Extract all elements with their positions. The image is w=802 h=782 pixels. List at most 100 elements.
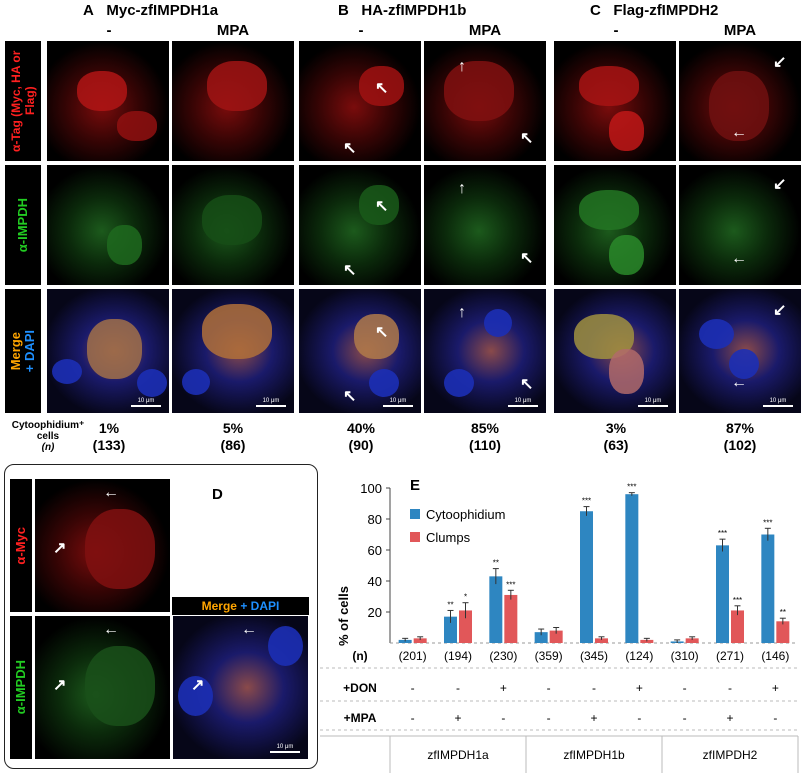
- row-label-tag: α-Tag (Myc, HA or Flag): [4, 40, 42, 162]
- bar-cytoophidium: [534, 632, 548, 643]
- micrograph-a-merge-untreated: 10 μm: [46, 288, 170, 414]
- scale-label: 10 μm: [644, 398, 662, 404]
- micrograph-a-tag-untreated: [46, 40, 170, 162]
- table-don-value: -: [547, 681, 551, 695]
- bar-clumps: [549, 630, 563, 643]
- stats-row-label: Cytoophidium⁺ cells (n): [2, 420, 94, 453]
- legend-swatch-cytoophidium: [410, 509, 420, 519]
- condition-label: -: [613, 22, 619, 39]
- table-mpa-value: -: [773, 711, 777, 725]
- significance-label: ***: [733, 596, 742, 605]
- table-mpa-value: -: [637, 711, 641, 725]
- micrograph-c-tag-mpa: ↙ ←: [678, 40, 802, 162]
- micrograph-a-tag-mpa: [171, 40, 295, 162]
- arrow-icon: ↗: [191, 677, 205, 694]
- table-n-value: (345): [580, 649, 608, 663]
- table-don-label: +DON: [343, 681, 377, 695]
- significance-label: **: [493, 559, 499, 568]
- row-label-merge: Merge + DAPI: [4, 288, 42, 414]
- scale-label: 10 μm: [262, 398, 280, 404]
- table-don-value: -: [456, 681, 460, 695]
- significance-label: *: [464, 593, 467, 602]
- stats-label: Cytoophidium⁺ cells: [11, 420, 85, 442]
- table-n-value: (310): [671, 649, 699, 663]
- y-tick-label: 40: [368, 574, 382, 589]
- bar-clumps: [776, 621, 790, 643]
- arrow-icon: ↖: [520, 376, 534, 393]
- table-n-value: (146): [761, 649, 789, 663]
- panel-d-box: [4, 464, 318, 769]
- micrograph-d-impdh: ← ↗: [34, 615, 171, 760]
- table-n-label: (n): [352, 649, 367, 663]
- legend-label-clumps: Clumps: [426, 530, 471, 545]
- legend-label-cytoophidium: Cytoophidium: [426, 507, 506, 522]
- bar-clumps: [504, 594, 518, 643]
- scale-bar: [508, 405, 538, 407]
- axes: 20 40 60 80 100: [360, 481, 798, 644]
- arrow-icon: ←: [731, 250, 747, 267]
- header-b-title: HA-zfIMPDH1b: [361, 2, 467, 19]
- stat-cell: 87% (102): [723, 420, 757, 453]
- y-tick-label: 80: [368, 512, 382, 527]
- table-n-value: (359): [535, 649, 563, 663]
- arrow-icon: ↙: [773, 176, 787, 193]
- bar-clumps: [685, 638, 699, 643]
- condition-label: MPA: [723, 22, 757, 39]
- significance-label: **: [447, 600, 453, 609]
- bar-clumps: [731, 610, 744, 643]
- bar-cytoophidium: [761, 534, 775, 643]
- panel-d-myc-label: α-Myc: [9, 478, 33, 613]
- condition-label: -: [358, 22, 364, 39]
- arrow-icon: ←: [731, 124, 747, 141]
- micrograph-b-merge-untreated: ↖ ↖ 10 μm: [298, 288, 422, 414]
- micrograph-b-tag-mpa: ↑ ↖: [423, 40, 547, 162]
- significance-label: ***: [582, 497, 591, 506]
- micrograph-d-myc: ← ↗: [34, 478, 171, 613]
- group-label: zfIMPDH2: [703, 748, 758, 762]
- bar-cytoophidium: [444, 616, 457, 643]
- table-mpa-value: -: [683, 711, 687, 725]
- group-label: zfIMPDH1a: [427, 748, 489, 762]
- scale-bar: [131, 405, 161, 407]
- table-don-value: +: [636, 681, 643, 695]
- table-mpa-value: -: [411, 711, 415, 725]
- micrograph-d-merge: ← ↗ 10 μm: [172, 615, 309, 760]
- arrow-icon: ←: [103, 484, 119, 501]
- panel-d-letter: D: [212, 486, 223, 503]
- header-b-letter: B: [338, 2, 349, 19]
- stat-cell: 5% (86): [220, 420, 246, 453]
- arrow-icon: ↖: [343, 262, 357, 279]
- table-don-value: -: [411, 681, 415, 695]
- header-c: C Flag-zfIMPDH2: [590, 2, 718, 19]
- significance-label: ***: [506, 580, 515, 589]
- condition-label: MPA: [216, 22, 250, 39]
- scale-label: 10 μm: [389, 398, 407, 404]
- micrograph-c-impdh-mpa: ↙ ←: [678, 164, 802, 286]
- micrograph-c-tag-untreated: [553, 40, 677, 162]
- header-c-letter: C: [590, 2, 601, 19]
- bar-clumps: [640, 639, 654, 643]
- table-don-value: -: [592, 681, 596, 695]
- scale-bar: [256, 405, 286, 407]
- significance-label: ***: [718, 529, 727, 538]
- table-mpa-value: +: [590, 711, 597, 725]
- header-c-title: Flag-zfIMPDH2: [613, 2, 719, 19]
- arrow-icon: ↖: [520, 130, 534, 147]
- table-mpa-value: -: [501, 711, 505, 725]
- micrograph-a-merge-mpa: 10 μm: [171, 288, 295, 414]
- scale-bar: [638, 405, 668, 407]
- arrow-icon: ↑: [458, 180, 466, 197]
- arrow-icon: ←: [103, 621, 119, 638]
- micrograph-b-merge-mpa: ↑ ↖ 10 μm: [423, 288, 547, 414]
- arrow-icon: ←: [241, 621, 257, 638]
- scale-bar: [383, 405, 413, 407]
- header-a-letter: A: [83, 2, 94, 19]
- table-mpa-label: +MPA: [344, 711, 377, 725]
- micrograph-b-impdh-untreated: ↖ ↖: [298, 164, 422, 286]
- scale-label: 10 μm: [769, 398, 787, 404]
- panel-d-impdh-label: α-IMPDH: [9, 615, 33, 760]
- chart-e: E % of cells Cytoophidium Clumps 20 40 60 8…: [320, 468, 802, 777]
- table-mpa-value: -: [547, 711, 551, 725]
- table-n-value: (271): [716, 649, 744, 663]
- bar-clumps: [459, 610, 472, 643]
